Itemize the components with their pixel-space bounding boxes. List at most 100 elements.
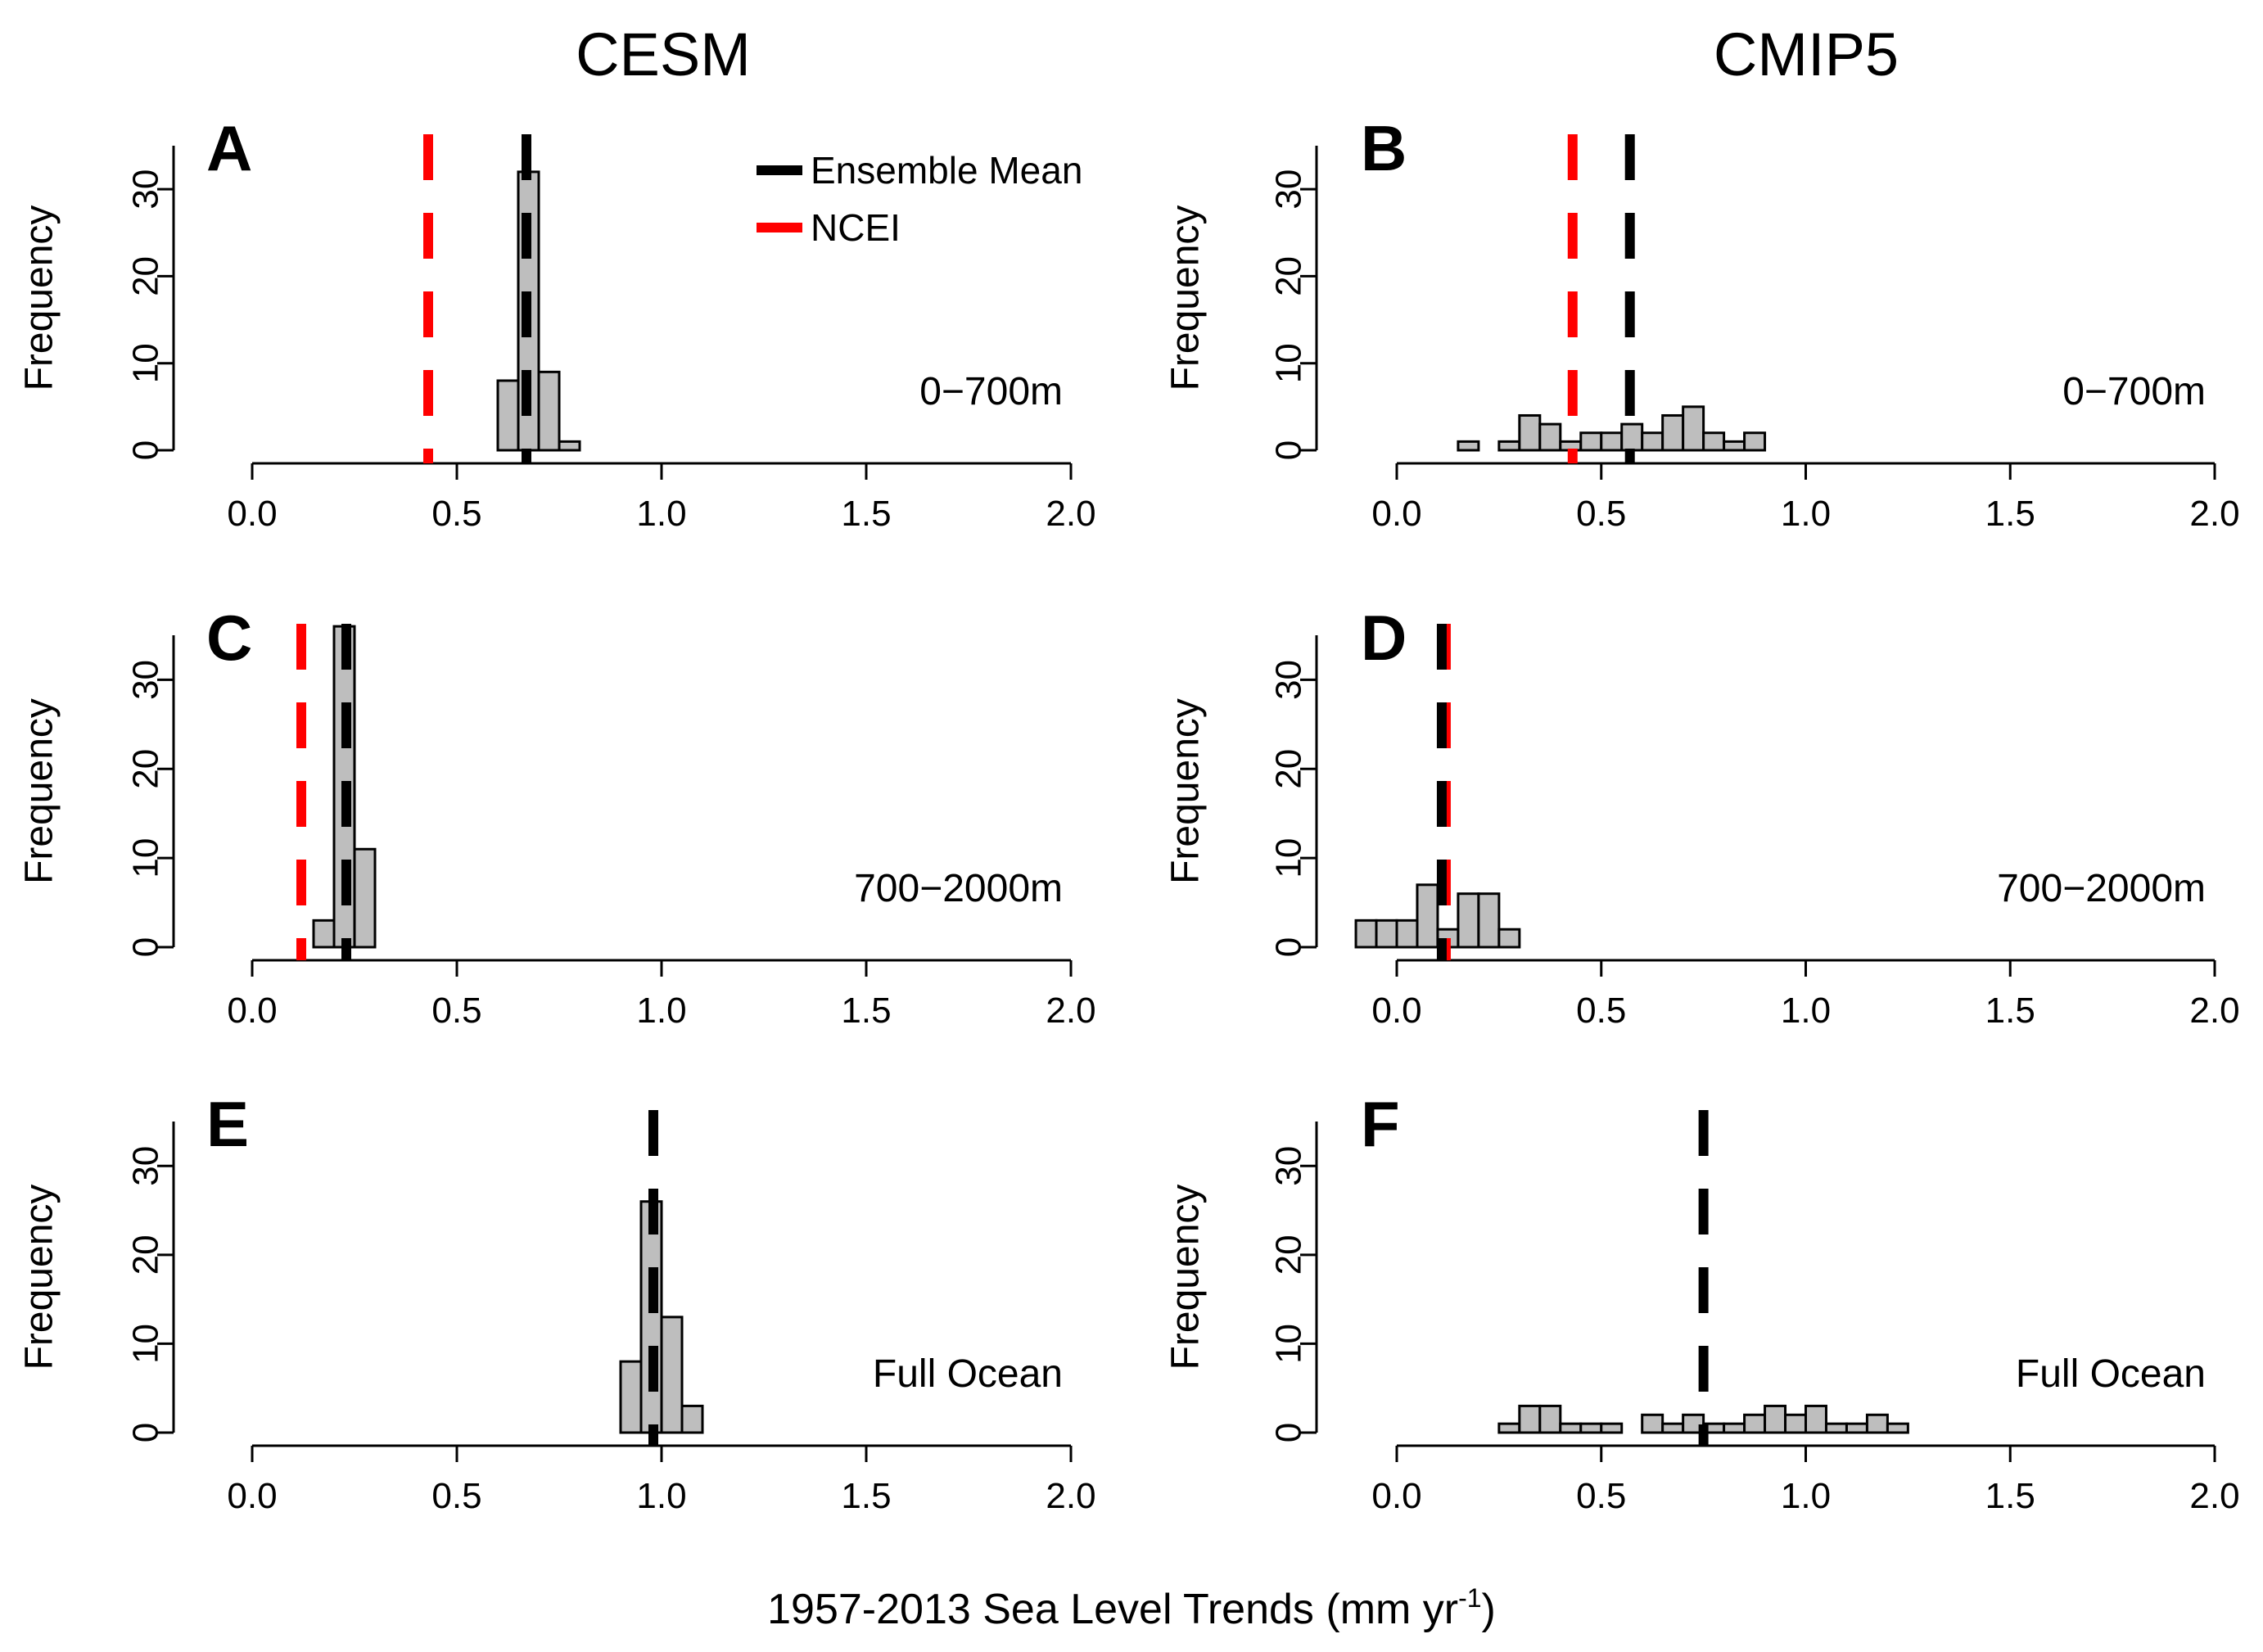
x-tick-label: 2.0 <box>2189 991 2239 1031</box>
histogram-bar <box>353 847 377 949</box>
y-tick-label: 10 <box>126 1324 166 1364</box>
histogram-bar <box>1702 431 1726 452</box>
panel-b: 0 10 20 30 Frequency 0.0 0.5 1.0 1.5 2.0 B 0−700m <box>1164 112 2240 534</box>
histogram-bar <box>1764 1404 1787 1434</box>
legend-label: Ensemble Mean <box>811 149 1082 192</box>
x-tick-label: 0.5 <box>431 1476 481 1516</box>
x-tick-label: 1.0 <box>1781 494 1831 534</box>
y-axis-title: Frequency <box>1164 205 1208 391</box>
histogram-bar <box>1784 1413 1807 1434</box>
histogram-bar <box>1538 422 1562 452</box>
panel-f: 0 10 20 30 Frequency 0.0 0.5 1.0 1.5 2.0 F Full Oce… <box>1164 1088 2240 1516</box>
x-tick-label: 1.5 <box>1985 1476 2035 1516</box>
y-axis-title: Frequency <box>1164 698 1208 884</box>
histogram-bar <box>1518 413 1542 452</box>
x-tick-label: 1.5 <box>841 991 891 1031</box>
x-tick-label: 0.5 <box>431 494 481 534</box>
x-tick-label: 1.0 <box>636 1476 686 1516</box>
panel-letter: B <box>1361 112 1407 184</box>
histogram-bar <box>558 440 581 452</box>
y-axis-title: Frequency <box>18 1185 61 1370</box>
y-tick-label: 0 <box>1269 937 1309 957</box>
y-tick-label: 10 <box>1269 838 1309 878</box>
panel-letter: A <box>206 112 252 184</box>
panel-letter: D <box>1361 602 1407 674</box>
histogram-bar <box>1845 1422 1868 1434</box>
y-tick-label: 30 <box>126 660 166 700</box>
column-title-cesm: CESM <box>576 20 751 88</box>
panel-d: 0 10 20 30 Frequency 0.0 0.5 1.0 1.5 2.0 D 700−2000… <box>1164 602 2240 1031</box>
histogram-bar <box>1497 928 1521 949</box>
histogram-bar <box>1497 440 1521 452</box>
y-tick-label: 10 <box>1269 1324 1309 1364</box>
histogram-bar <box>1661 413 1685 452</box>
x-tick-label: 0.0 <box>227 494 277 534</box>
depth-label: 700−2000m <box>854 867 1063 910</box>
x-tick-label: 2.0 <box>1046 1476 1095 1516</box>
y-tick-label: 30 <box>126 169 166 210</box>
y-tick-label: 0 <box>126 440 166 460</box>
histogram-bar <box>1865 1413 1889 1434</box>
histogram-bar <box>1805 1404 1827 1434</box>
x-tick-label: 0.5 <box>1576 991 1626 1031</box>
y-tick-label: 30 <box>1269 1146 1309 1186</box>
histogram-bar <box>537 370 561 452</box>
histogram-bar <box>1518 1404 1542 1434</box>
depth-label: 0−700m <box>2062 370 2206 413</box>
panel-e: 0 10 20 30 Frequency 0.0 0.5 1.0 1.5 2.0 E Full Oce… <box>18 1088 1096 1516</box>
depth-label: 0−700m <box>919 370 1063 413</box>
x-tick-label: 2.0 <box>1046 494 1095 534</box>
histogram-bar <box>1600 1422 1624 1434</box>
histogram-bar <box>1538 1404 1562 1434</box>
y-tick-label: 20 <box>126 256 166 296</box>
legend-label: NCEI <box>811 206 901 249</box>
panel-letter: F <box>1361 1088 1400 1160</box>
histogram-bar <box>1641 1413 1665 1434</box>
histogram-bar <box>639 1200 663 1434</box>
x-tick-label: 0.5 <box>1576 1476 1626 1516</box>
panel-letter: E <box>206 1088 249 1160</box>
x-axis-title-close: ) <box>1482 1586 1496 1633</box>
histogram-bar <box>660 1316 684 1434</box>
x-tick-label: 1.5 <box>841 494 891 534</box>
y-tick-label: 20 <box>1269 749 1309 789</box>
x-tick-label: 0.0 <box>1371 1476 1421 1516</box>
histogram-bar <box>1497 1422 1521 1434</box>
y-tick-label: 0 <box>126 1423 166 1442</box>
x-tick-label: 0.5 <box>1576 494 1626 534</box>
y-tick-label: 30 <box>1269 660 1309 700</box>
y-tick-label: 30 <box>126 1146 166 1186</box>
panel-c: 0 10 20 30 Frequency 0.0 0.5 1.0 1.5 2.0 C 700−2000… <box>18 602 1096 1031</box>
histogram-bar <box>1477 892 1501 949</box>
panels-group: 0 10 20 30 Frequency 0.0 0.5 1.0 1.5 2.0 A 0−700m En… <box>18 112 2240 1516</box>
y-tick-label: 0 <box>1269 440 1309 460</box>
histogram-bar <box>1395 919 1419 949</box>
x-tick-label: 1.5 <box>841 1476 891 1516</box>
y-tick-label: 10 <box>1269 343 1309 383</box>
histogram-bar <box>1620 422 1644 452</box>
histogram-bar <box>1723 1422 1746 1434</box>
y-axis-title: Frequency <box>18 698 61 884</box>
x-axis-title-superscript: -1 <box>1458 1583 1481 1613</box>
x-tick-label: 1.0 <box>636 494 686 534</box>
y-tick-label: 10 <box>126 343 166 383</box>
histogram-bar <box>1682 405 1705 452</box>
x-tick-label: 1.0 <box>1781 991 1831 1031</box>
histogram-bar <box>1375 919 1398 949</box>
panel-letter: C <box>206 602 252 674</box>
histogram-bar <box>312 919 336 949</box>
y-tick-label: 20 <box>126 1234 166 1275</box>
y-tick-label: 0 <box>126 937 166 957</box>
x-tick-label: 2.0 <box>2189 494 2239 534</box>
histogram-bar <box>1416 883 1439 949</box>
histogram-bar <box>1457 440 1480 452</box>
x-axis-title: 1957-2013 Sea Level Trends (mm yr-1) <box>767 1583 1496 1633</box>
x-tick-label: 2.0 <box>2189 1476 2239 1516</box>
depth-label: Full Ocean <box>2016 1352 2206 1396</box>
x-tick-label: 1.0 <box>1781 1476 1831 1516</box>
x-tick-label: 0.0 <box>1371 991 1421 1031</box>
histogram-bar <box>1579 431 1603 452</box>
histogram-bar <box>1559 1422 1583 1434</box>
histogram-bar <box>1600 431 1624 452</box>
